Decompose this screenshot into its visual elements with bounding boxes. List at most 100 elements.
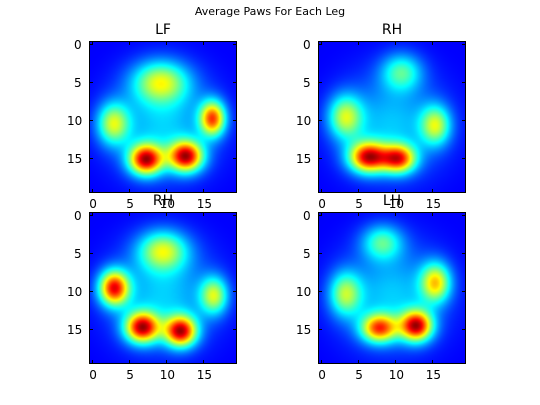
heatmap-image (318, 41, 466, 193)
y-tick-mark (318, 329, 322, 331)
x-tick-label: 5 (355, 197, 363, 211)
y-tick-mark (462, 44, 466, 46)
x-tick-mark (358, 360, 360, 364)
x-tick-mark (358, 212, 360, 216)
heatmap-image (89, 212, 237, 364)
x-tick-mark (203, 189, 205, 193)
heatmap-plot: 0 5 10 15 0 5 10 15 (296, 210, 466, 381)
heatmap-plot: 0 5 10 15 0 5 10 15 (67, 210, 237, 381)
x-tick-mark (129, 212, 131, 216)
x-tick-mark (432, 212, 434, 216)
y-tick-mark (318, 215, 322, 217)
x-tick-mark (321, 189, 323, 193)
subplot-title: RH (152, 193, 174, 209)
x-tick-mark (321, 360, 323, 364)
y-tick-mark (233, 44, 237, 46)
x-tick-mark (395, 189, 397, 193)
x-tick-label: 5 (355, 368, 363, 382)
y-tick-mark (89, 82, 93, 84)
y-tick-mark (233, 120, 237, 122)
y-tick-label: 15 (296, 151, 312, 166)
x-tick-label: 10 (388, 368, 404, 382)
x-tick-label: 0 (89, 197, 97, 211)
x-tick-label: 0 (318, 368, 326, 382)
y-tick-mark (233, 158, 237, 160)
x-tick-mark (432, 360, 434, 364)
heatmap-image (89, 41, 237, 193)
y-tick-mark (89, 215, 93, 217)
x-tick-mark (92, 212, 94, 216)
x-tick-mark (92, 360, 94, 364)
x-tick-mark (129, 360, 131, 364)
y-tick-mark (318, 158, 322, 160)
y-tick-mark (233, 253, 237, 255)
x-tick-mark (358, 41, 360, 45)
axes-frame (89, 41, 237, 193)
y-tick-label: 0 (74, 208, 82, 223)
x-tick-label: 5 (126, 368, 134, 382)
subplot-title: LF (155, 22, 171, 38)
y-tick-label: 15 (296, 322, 312, 337)
y-tick-label: 0 (303, 208, 311, 223)
heatmap-plot: 0 5 10 15 0 5 10 15 (296, 39, 466, 210)
x-tick-mark (92, 189, 94, 193)
heatmap-image (318, 212, 466, 364)
y-tick-mark (89, 158, 93, 160)
y-tick-mark (462, 215, 466, 217)
subplot-title: LH (382, 193, 402, 209)
y-tick-mark (462, 253, 466, 255)
y-tick-mark (89, 44, 93, 46)
x-tick-label: 15 (196, 368, 212, 382)
y-tick-mark (318, 291, 322, 293)
x-tick-label: 0 (318, 197, 326, 211)
x-tick-mark (129, 41, 131, 45)
x-tick-mark (395, 212, 397, 216)
y-tick-label: 15 (67, 151, 83, 166)
x-tick-mark (432, 189, 434, 193)
x-tick-label: 15 (196, 197, 212, 211)
x-tick-label: 10 (388, 197, 404, 211)
x-tick-mark (395, 41, 397, 45)
y-tick-mark (462, 158, 466, 160)
y-tick-label: 5 (303, 75, 311, 90)
y-tick-mark (462, 291, 466, 293)
x-tick-label: 10 (159, 197, 175, 211)
x-tick-mark (203, 41, 205, 45)
figure-title: Average Paws For Each Leg (194, 5, 346, 18)
x-tick-mark (203, 360, 205, 364)
y-tick-mark (318, 82, 322, 84)
y-tick-mark (462, 82, 466, 84)
y-tick-mark (462, 329, 466, 331)
y-tick-mark (89, 329, 93, 331)
x-tick-mark (358, 189, 360, 193)
y-tick-label: 10 (67, 284, 83, 299)
y-tick-mark (233, 82, 237, 84)
y-tick-mark (318, 253, 322, 255)
y-tick-label: 10 (296, 113, 312, 128)
y-tick-mark (318, 120, 322, 122)
y-tick-label: 10 (296, 284, 312, 299)
x-tick-label: 15 (425, 197, 441, 211)
x-tick-label: 0 (89, 368, 97, 382)
y-tick-mark (89, 291, 93, 293)
x-tick-mark (321, 212, 323, 216)
axes-frame (89, 212, 237, 364)
axes-frame (318, 41, 466, 193)
y-tick-label: 5 (303, 246, 311, 261)
y-tick-label: 0 (74, 37, 82, 52)
y-tick-mark (89, 253, 93, 255)
y-tick-mark (89, 120, 93, 122)
x-tick-mark (395, 360, 397, 364)
y-tick-label: 5 (74, 75, 82, 90)
x-tick-mark (166, 360, 168, 364)
x-tick-label: 5 (126, 197, 134, 211)
y-tick-label: 5 (74, 246, 82, 261)
x-tick-mark (203, 212, 205, 216)
x-tick-mark (166, 189, 168, 193)
x-tick-mark (166, 41, 168, 45)
y-tick-mark (233, 291, 237, 293)
x-tick-label: 10 (159, 368, 175, 382)
y-tick-mark (233, 215, 237, 217)
y-tick-label: 10 (67, 113, 83, 128)
x-tick-mark (92, 41, 94, 45)
